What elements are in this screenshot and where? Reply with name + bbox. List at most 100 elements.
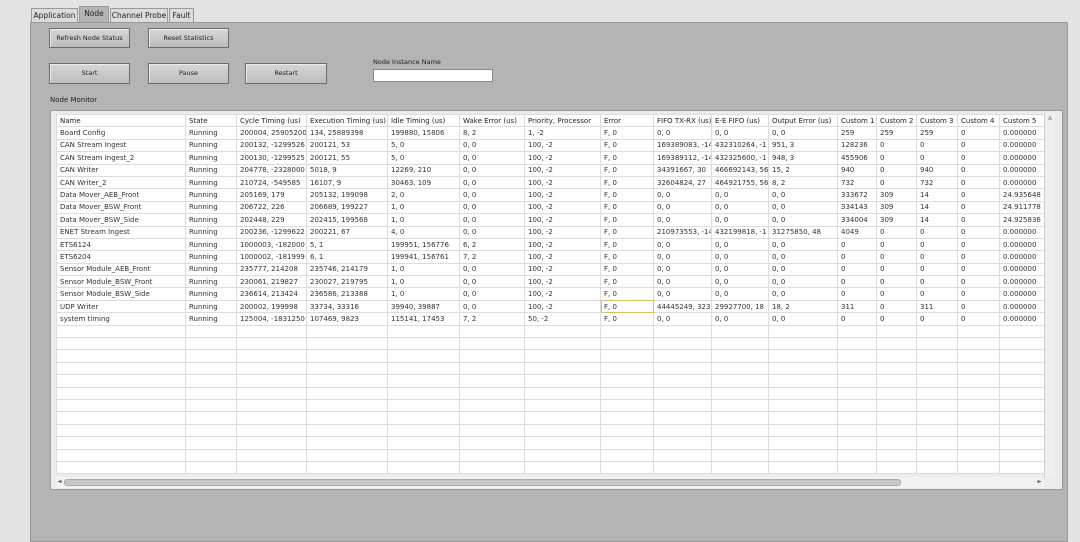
table-cell[interactable]: 0.000000 [999,299,1045,314]
table-cell[interactable]: 334004 [837,213,877,227]
table-cell[interactable]: Sensor Module_BSW_Front [56,275,186,289]
table-cell[interactable]: 202415, 199568 [306,213,388,227]
column-header[interactable]: Custom 4 [957,113,1000,128]
table-cell[interactable]: 100, -2 [524,188,601,202]
table-cell[interactable]: 0 [957,299,1000,314]
table-cell[interactable]: 210973553, -14 [653,225,712,239]
restart-button[interactable]: Restart [245,63,327,84]
table-cell[interactable]: F, 0 [600,163,654,177]
table-cell[interactable]: 0.000000 [999,250,1045,264]
table-cell[interactable]: 199951, 156776 [387,237,460,252]
table-cell[interactable]: 200236, -1299622 [236,225,307,239]
table-cell[interactable]: 199880, 15806 [387,126,460,140]
column-header[interactable]: Custom 2 [876,113,917,128]
table-row[interactable]: ETS6204 Running 1000002, -181999 6, 1 199941… [56,250,1045,264]
table-cell[interactable]: 200121, 53 [306,138,388,153]
table-row[interactable]: Board Config Running 200004, 25905200 134, … [56,126,1045,140]
reset-statistics-button[interactable]: Reset Statistics [148,28,229,48]
table-cell[interactable]: 34391667, 30 [653,163,712,177]
table-cell[interactable]: 236586, 213388 [306,287,388,301]
table-cell[interactable]: Running [185,163,237,177]
table-cell[interactable]: 125004, -1831250 [236,312,307,326]
table-cell[interactable]: 334143 [837,200,877,215]
table-cell[interactable]: 8, 2 [768,175,838,190]
table-cell[interactable]: 5, 1 [306,237,388,252]
table-cell[interactable]: Running [185,188,237,202]
table-cell[interactable]: 0 [876,299,917,314]
table-cell[interactable]: 14 [916,213,958,227]
table-row[interactable]: Data Mover_BSW_Front Running 206722, 226 20… [56,200,1045,215]
table-cell[interactable]: 0.000000 [999,225,1045,239]
table-cell[interactable]: 0 [957,225,1000,239]
column-header[interactable]: Error [600,113,654,128]
table-cell[interactable]: 0, 0 [768,188,838,202]
table-cell[interactable]: 0 [876,175,917,190]
table-cell[interactable]: 18, 2 [768,299,838,314]
table-cell[interactable]: 0, 0 [711,188,769,202]
table-row[interactable]: Sensor Module_BSW_Side Running 236614, 213… [56,287,1045,301]
table-cell[interactable]: 0 [957,151,1000,165]
table-cell[interactable]: 0 [957,262,1000,277]
table-cell[interactable]: 732 [916,175,958,190]
table-cell[interactable]: 16107, 9 [306,175,388,190]
table-cell[interactable]: 100, -2 [524,200,601,215]
scroll-left-icon[interactable]: ◄ [57,478,62,485]
table-cell[interactable]: 0 [957,312,1000,326]
table-cell[interactable]: 0, 0 [768,287,838,301]
table-cell[interactable]: 0 [916,262,958,277]
table-cell[interactable]: 432199818, -1 [711,225,769,239]
table-cell[interactable]: 0, 0 [768,250,838,264]
table-cell[interactable]: Running [185,225,237,239]
column-header[interactable]: Priority, Processor [524,113,601,128]
table-cell[interactable]: 0.000000 [999,262,1045,277]
table-cell[interactable]: 0, 0 [768,213,838,227]
table-cell[interactable]: 1000002, -181999 [236,250,307,264]
table-cell[interactable]: 115141, 17453 [387,312,460,326]
table-cell[interactable]: 0, 0 [459,151,525,165]
table-cell[interactable]: 29927700, 18 [711,299,769,314]
table-cell[interactable]: 309 [876,213,917,227]
table-cell[interactable]: CAN Stream Ingest [56,138,186,153]
table-cell[interactable]: 259 [916,126,958,140]
start-button[interactable]: Start [49,63,130,84]
table-cell[interactable]: Running [185,213,237,227]
table-cell[interactable]: Running [185,151,237,165]
column-header[interactable]: Custom 1 [837,113,877,128]
table-row[interactable]: Data Mover_AEB_Front Running 205169, 179 20… [56,188,1045,202]
table-row[interactable]: ENET Stream Ingest Running 200236, -129962… [56,225,1045,239]
table-cell[interactable]: 0 [837,250,877,264]
table-cell[interactable]: 0, 0 [459,188,525,202]
table-cell[interactable]: 0, 0 [459,138,525,153]
table-cell[interactable]: 0 [957,275,1000,289]
table-cell[interactable]: F, 0 [600,299,654,314]
table-cell[interactable]: 0 [916,287,958,301]
table-row[interactable]: Data Mover_BSW_Side Running 202448, 229 202… [56,213,1045,227]
table-cell[interactable]: 107469, 9823 [306,312,388,326]
table-cell[interactable]: 205132, 199098 [306,188,388,202]
table-cell[interactable]: 0 [957,213,1000,227]
table-cell[interactable]: 5, 0 [387,138,460,153]
table-cell[interactable]: 0, 0 [711,275,769,289]
column-header[interactable]: Cycle Timing (us) [236,113,307,128]
column-header[interactable]: Execution Timing (us) [306,113,388,128]
table-cell[interactable]: 200121, 55 [306,151,388,165]
table-cell[interactable]: 0, 0 [768,237,838,252]
table-cell[interactable]: 200130, -1299525 [236,151,307,165]
table-cell[interactable]: ENET Stream Ingest [56,225,186,239]
table-cell[interactable]: 0 [876,287,917,301]
table-cell[interactable]: 0.000000 [999,163,1045,177]
vertical-scrollbar[interactable]: ▲ [1044,114,1055,478]
table-cell[interactable]: 235746, 214179 [306,262,388,277]
table-cell[interactable]: 0 [876,163,917,177]
column-header[interactable]: Name [56,113,186,128]
table-cell[interactable]: 100, -2 [524,225,601,239]
table-cell[interactable]: 0 [876,138,917,153]
table-cell[interactable]: Running [185,200,237,215]
table-cell[interactable]: 0, 0 [768,312,838,326]
table-cell[interactable]: F, 0 [600,237,654,252]
table-cell[interactable]: 0 [957,200,1000,215]
table-cell[interactable]: Data Mover_AEB_Front [56,188,186,202]
table-cell[interactable]: 24.911778 [999,200,1045,215]
table-cell[interactable]: 0, 0 [711,213,769,227]
table-cell[interactable]: Running [185,126,237,140]
